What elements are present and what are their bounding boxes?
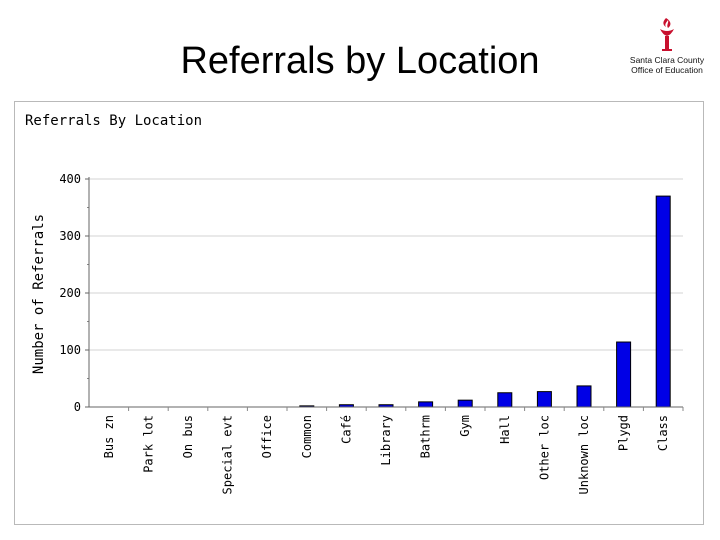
y-tick-label: 300: [59, 229, 81, 243]
slide-title: Referrals by Location: [180, 40, 540, 82]
x-tick-label: On bus: [181, 415, 195, 458]
logo-org-line1: Santa Clara County: [629, 55, 705, 65]
x-tick-label: Other loc: [537, 415, 551, 480]
y-tick-label: 200: [59, 286, 81, 300]
bar: [457, 399, 473, 408]
bar-chart: Referrals By Location Number of Referral…: [25, 113, 684, 494]
axis-labels: 0 100 200 300 400 Bus zn Park lot On bus Special…: [59, 172, 670, 494]
organization-logo: Santa Clara County Office of Education: [622, 14, 712, 78]
x-tick-label: Class: [656, 415, 670, 451]
x-tick-label: Plygd: [617, 415, 631, 451]
bars: [299, 195, 671, 408]
y-tick-label: 0: [74, 400, 81, 414]
y-tick-label: 400: [59, 172, 81, 186]
x-tick-label: Hall: [498, 415, 512, 444]
x-tick-label: Park lot: [141, 415, 155, 473]
chart-panel: Referrals By Location Number of Referral…: [14, 101, 704, 525]
x-tick-label: Unknown loc: [577, 415, 591, 494]
x-tick-label: Gym: [458, 415, 472, 437]
x-tick-label: Café: [339, 415, 353, 444]
bar: [616, 341, 632, 408]
bar: [655, 195, 671, 408]
chart-title: Referrals By Location: [25, 113, 202, 129]
x-tick-label: Bus zn: [102, 415, 116, 458]
y-axis-label: Number of Referrals: [31, 214, 47, 374]
x-tick-label: Special evt: [221, 415, 235, 494]
x-tick-label: Common: [300, 415, 314, 458]
torch-icon: [660, 18, 674, 51]
x-tick-label: Bathrm: [419, 415, 433, 458]
axes: [85, 177, 684, 411]
x-tick-label: Office: [260, 415, 274, 458]
bar: [536, 391, 552, 408]
gridlines: [89, 178, 683, 351]
x-tick-label: Library: [379, 415, 393, 466]
bar: [418, 401, 434, 408]
bar: [497, 392, 513, 408]
y-tick-label: 100: [59, 343, 81, 357]
logo-org-line2: Office of Education: [631, 65, 703, 75]
bar: [576, 385, 592, 408]
